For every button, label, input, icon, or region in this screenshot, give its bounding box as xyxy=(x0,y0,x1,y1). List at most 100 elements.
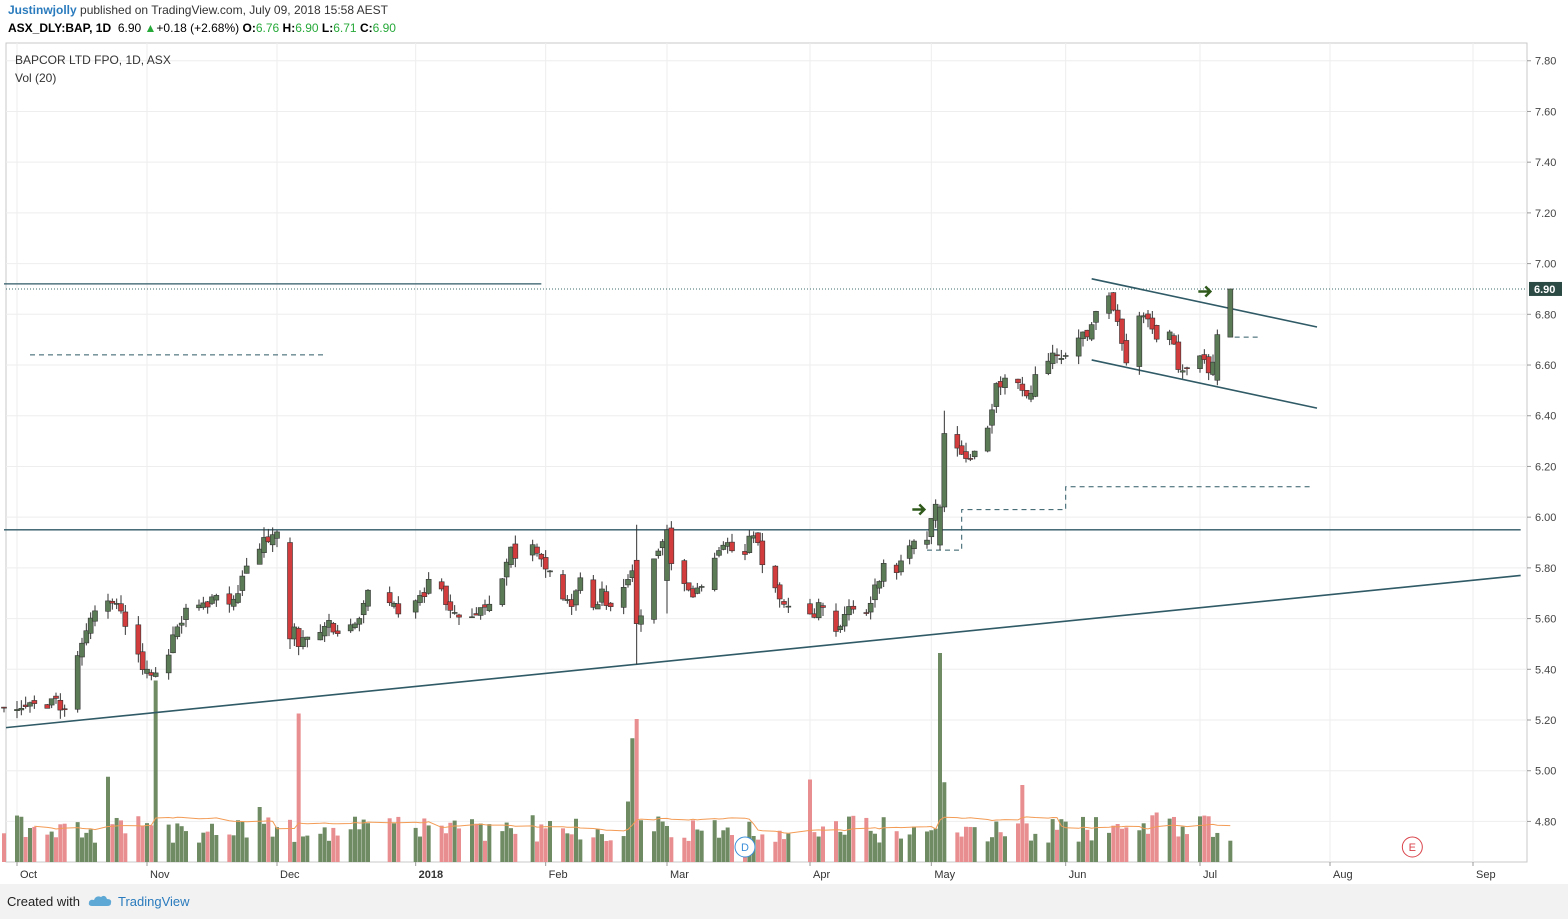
candle xyxy=(755,532,761,546)
volume-bar xyxy=(153,680,158,862)
volume-bar xyxy=(93,842,97,862)
candle-down xyxy=(1171,335,1177,345)
candle-down xyxy=(1145,313,1151,320)
event-letter: D xyxy=(741,842,749,854)
candle xyxy=(772,565,779,593)
candle xyxy=(256,543,263,565)
x-tick-label: Feb xyxy=(549,869,568,881)
volume-bar xyxy=(621,836,626,862)
volume-bar xyxy=(756,839,760,862)
volume-bar xyxy=(387,818,392,862)
footer: Created with TradingView xyxy=(0,884,1568,919)
candle xyxy=(573,589,579,611)
candle xyxy=(443,585,449,611)
volume-bar xyxy=(998,832,1003,862)
candle-down xyxy=(1114,309,1121,322)
candle xyxy=(1184,366,1190,376)
candle xyxy=(668,521,675,571)
volume-bar xyxy=(634,719,639,862)
tradingview-link[interactable]: TradingView xyxy=(118,894,190,909)
volume-bar xyxy=(591,837,596,862)
candle xyxy=(1,706,7,713)
candle xyxy=(235,584,241,604)
candle-up xyxy=(594,604,601,610)
candle xyxy=(503,558,510,586)
candle xyxy=(330,621,337,635)
volume-bar xyxy=(834,821,838,862)
candles xyxy=(1,288,1234,719)
candle xyxy=(261,527,267,558)
volume-bar xyxy=(660,821,665,862)
volume-bar xyxy=(357,829,362,862)
candle-down xyxy=(1149,317,1156,330)
volume-bar xyxy=(530,815,535,862)
candle-down xyxy=(1054,354,1060,357)
candle xyxy=(655,548,662,559)
candle-down xyxy=(204,601,211,608)
volume-bar xyxy=(166,824,171,862)
candle-up xyxy=(425,578,432,594)
candle-up xyxy=(300,637,306,647)
candle xyxy=(759,533,766,574)
candle xyxy=(911,539,917,555)
volume-bar xyxy=(912,826,916,862)
y-tick-label: 6.20 xyxy=(1535,461,1556,473)
candle xyxy=(74,650,81,713)
candle xyxy=(1175,334,1182,373)
volume-bar xyxy=(881,817,886,862)
volume-bar xyxy=(88,829,93,862)
candle-up xyxy=(655,550,662,557)
volume-bar xyxy=(695,829,700,862)
candle-up xyxy=(841,614,848,627)
candle-up xyxy=(911,540,917,550)
author-link[interactable]: Justinwjolly xyxy=(8,3,77,17)
volume-bars xyxy=(2,653,1233,862)
volume-bar xyxy=(270,836,275,862)
volume-bar xyxy=(179,826,184,862)
last-price-label: 6.90 xyxy=(1534,284,1555,296)
volume-bar xyxy=(665,825,669,862)
candle-up xyxy=(906,545,913,559)
candle xyxy=(958,440,965,455)
candle-up xyxy=(152,672,159,677)
candle-up xyxy=(989,409,995,426)
volume-bar xyxy=(1085,829,1090,862)
candle-up xyxy=(941,433,948,508)
candle-up xyxy=(867,602,874,613)
candle xyxy=(456,613,462,625)
candle xyxy=(1119,318,1125,351)
volume-bar xyxy=(994,821,999,862)
volume-bar xyxy=(1206,816,1211,862)
candle xyxy=(230,595,237,611)
volume-bar xyxy=(1141,823,1146,862)
volume-bar xyxy=(331,827,336,862)
volume-bar xyxy=(366,823,370,862)
candle-down xyxy=(443,585,449,605)
candle-up xyxy=(256,548,263,565)
volume-bar xyxy=(968,826,973,862)
candle-down xyxy=(633,559,640,624)
candle-up xyxy=(1058,358,1065,360)
candle xyxy=(477,607,484,620)
volume-bar xyxy=(422,818,427,862)
candle xyxy=(534,543,540,557)
candle xyxy=(239,570,246,597)
candle-up xyxy=(1032,374,1039,397)
candle xyxy=(963,442,969,463)
candle-down xyxy=(668,527,675,564)
volume-bar xyxy=(639,820,643,862)
candle-down xyxy=(755,532,761,544)
volume-bar xyxy=(1211,836,1215,862)
x-tick-label: Mar xyxy=(670,869,689,881)
volume-bar xyxy=(1124,827,1129,862)
candle-up xyxy=(846,606,852,616)
candle-up xyxy=(261,537,267,553)
candle-up xyxy=(304,636,311,640)
volume-bar xyxy=(786,833,791,862)
candle xyxy=(83,623,90,646)
candle xyxy=(438,578,445,592)
candle xyxy=(1123,333,1130,366)
candle-down xyxy=(512,543,519,559)
candle-down xyxy=(772,565,779,589)
